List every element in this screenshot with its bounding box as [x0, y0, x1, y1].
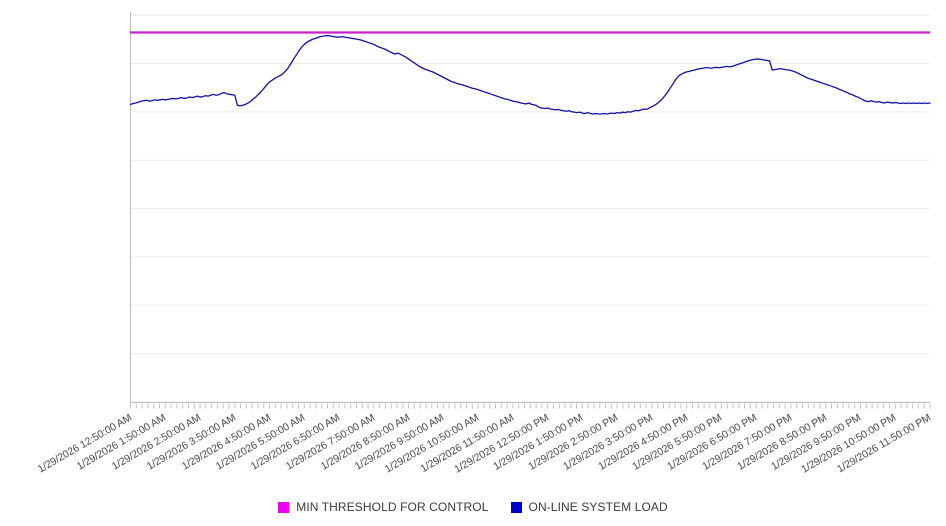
legend-label-online-system-load: ON-LINE SYSTEM LOAD: [528, 500, 668, 514]
chart-legend: MIN THRESHOLD FOR CONTROL ON-LINE SYSTEM…: [0, 497, 946, 517]
legend-item-online-system-load[interactable]: ON-LINE SYSTEM LOAD: [510, 500, 668, 514]
series-line-online-system-load: [129, 35, 931, 115]
x-axis-ticks: [130, 403, 931, 409]
legend-item-min-threshold[interactable]: MIN THRESHOLD FOR CONTROL: [278, 500, 488, 514]
legend-swatch-blue: [510, 501, 522, 513]
gridlines-group: [130, 14, 930, 403]
series-layer: [129, 31, 931, 115]
legend-swatch-magenta: [278, 501, 290, 513]
axes-group: [130, 12, 930, 403]
legend-label-min-threshold: MIN THRESHOLD FOR CONTROL: [296, 500, 489, 514]
